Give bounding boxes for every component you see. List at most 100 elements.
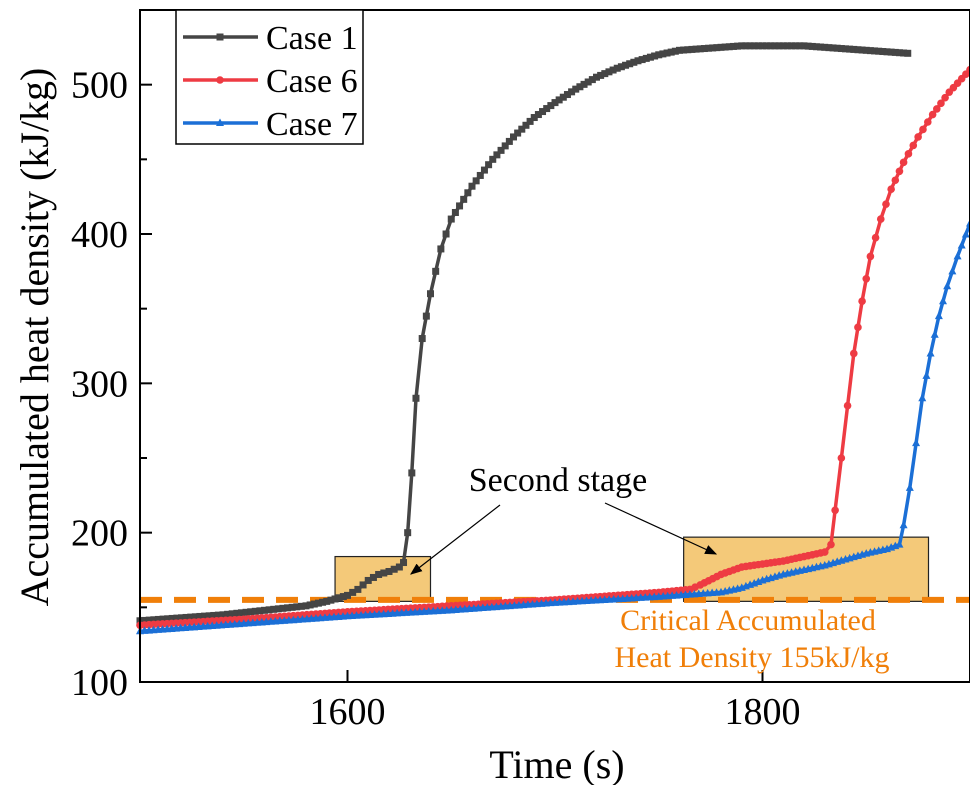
case-6-point — [895, 167, 904, 176]
case-1-point — [800, 42, 808, 50]
case-7-point — [948, 266, 957, 275]
case-1-point — [563, 91, 571, 99]
plot-frame — [139, 9, 970, 683]
threshold-label: Critical Accumulated Heat Density 155kJ/… — [615, 604, 890, 674]
case-1-point — [871, 47, 879, 55]
case-1-point — [676, 46, 683, 54]
case-1-point — [663, 49, 671, 57]
case-1-point — [514, 129, 522, 137]
case-7-point — [939, 296, 948, 305]
case-6-point — [941, 93, 949, 102]
case-1-point — [729, 42, 737, 50]
case-1-point — [205, 612, 213, 620]
annotation-group: Second stage — [410, 462, 718, 575]
case-1-point — [256, 607, 264, 615]
case-1-point — [725, 43, 733, 51]
case-1-point — [354, 585, 362, 593]
series-case-1 — [136, 42, 912, 625]
case-1-point — [210, 611, 218, 619]
case-6-point — [858, 297, 866, 306]
case-1-point — [680, 46, 688, 54]
legend-label-case-1: Case 1 — [266, 20, 358, 57]
case-1-point — [427, 290, 434, 298]
case-1-point — [659, 50, 667, 58]
case-1-point — [159, 615, 167, 623]
case-1-point — [788, 42, 796, 50]
case-1-point — [432, 267, 440, 275]
case-1-point — [306, 601, 314, 609]
case-1-point — [395, 563, 403, 571]
case-1-point — [817, 43, 825, 51]
case-6-point — [866, 252, 875, 261]
case-1-point — [759, 42, 766, 50]
case-7-point — [930, 330, 939, 338]
case-1-point — [489, 155, 497, 163]
case-1-point — [850, 45, 858, 53]
case-6-point — [933, 105, 941, 113]
case-1-point — [775, 42, 783, 50]
case-7-point — [899, 520, 908, 529]
case-1-point — [364, 576, 372, 584]
case-1-point — [667, 48, 675, 56]
case-1-point — [418, 335, 426, 343]
case-1-point — [721, 43, 729, 51]
case-1-point — [829, 44, 837, 52]
y-axis-title: Accumulated heat density (kJ/kg) — [12, 68, 57, 607]
case-1-point — [825, 44, 833, 52]
case-1-point — [534, 111, 542, 119]
case-6-point — [871, 233, 880, 242]
case-1-point — [539, 108, 547, 116]
case-1-point — [651, 52, 659, 60]
case-1-point — [302, 602, 310, 610]
case-1-point — [837, 45, 845, 53]
case-1-point — [738, 42, 746, 50]
case-1-point — [891, 48, 899, 56]
case-1-point — [746, 42, 754, 50]
case-1-point — [792, 42, 800, 50]
threshold-label-line1: Critical Accumulated — [620, 604, 876, 637]
annotation-arrow-1 — [410, 504, 501, 575]
case-1-point — [485, 161, 493, 169]
case-1-point — [323, 597, 331, 605]
case-6-point — [843, 401, 852, 410]
case-1-point — [224, 610, 232, 618]
case-1-point — [842, 45, 849, 53]
case-1-point — [164, 615, 172, 623]
y-tick-label: 300 — [71, 363, 128, 405]
y-tick-label: 500 — [71, 65, 128, 107]
case-1-point — [456, 202, 464, 210]
case-1-point — [879, 48, 887, 56]
case-1-point — [547, 102, 555, 110]
case-1-point — [767, 42, 775, 50]
case-1-point — [904, 49, 912, 57]
case-6-point — [891, 176, 900, 185]
legend-marker-case-7 — [216, 118, 224, 126]
case-1-point — [201, 612, 209, 620]
case-1-point — [883, 48, 891, 56]
case-1-point — [335, 594, 343, 602]
threshold-label-line2: Heat Density 155kJ/kg — [615, 641, 890, 674]
case-1-point — [713, 44, 721, 52]
case-1-point — [359, 581, 367, 589]
case-1-point — [671, 47, 679, 55]
case-1-point — [349, 588, 357, 596]
legend-marker-case-6 — [216, 76, 224, 84]
case-1-point — [754, 42, 762, 50]
case-6-point — [899, 158, 908, 167]
case-1-point — [369, 573, 377, 581]
case-1-point — [168, 614, 176, 622]
case-1-point — [887, 48, 895, 56]
case-1-point — [613, 64, 621, 72]
legend-marker-case-1 — [216, 33, 224, 41]
series-layer — [136, 42, 970, 635]
case-6-point — [924, 118, 932, 126]
case-1-point — [854, 46, 862, 54]
case-1-point — [505, 137, 513, 145]
case-1-point — [705, 44, 713, 52]
case-1-point — [568, 88, 576, 96]
case-6-point — [937, 99, 945, 108]
second-stage-label: Second stage — [469, 462, 647, 499]
case-1-point — [630, 58, 638, 66]
case-1-point — [642, 54, 650, 62]
case-1-point — [734, 42, 742, 50]
